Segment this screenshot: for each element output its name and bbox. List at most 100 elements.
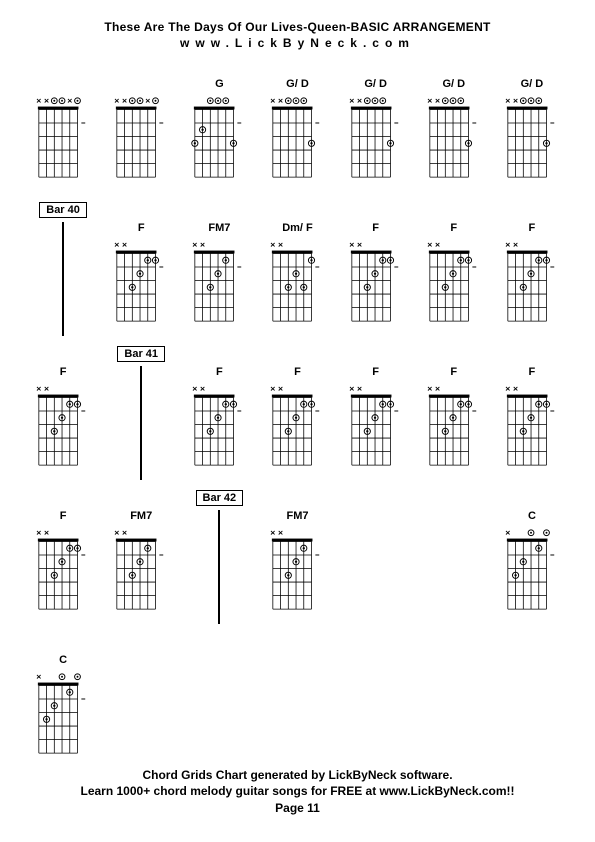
bar-label: Bar 41 [117,346,165,362]
chord-diagram: ×× [190,382,248,484]
chord-label: FM7 [208,222,230,236]
svg-text:×: × [505,528,510,538]
chord-diagram: ×× [34,382,92,484]
chord-label: F [450,222,457,236]
svg-text:×: × [271,384,276,394]
chord-cell: F×× [343,202,409,340]
chord-cell: FM7×× [108,490,174,628]
chord-diagram: ×× [190,238,248,340]
chord-label: C [59,654,67,668]
chord-cell: G [186,58,252,196]
svg-text:×: × [505,96,510,106]
chord-label: F [529,222,536,236]
chord-label: F [60,366,67,380]
chord-cell: F ×× [264,346,330,484]
chord-cell: Dm/ F ×× [264,202,330,340]
footer-line-1: Chord Grids Chart generated by LickByNec… [0,767,595,784]
chord-cell: C× [30,634,96,772]
svg-text:×: × [513,384,518,394]
chord-diagram: ×× [112,238,170,340]
svg-text:×: × [115,528,120,538]
chord-label: F [60,510,67,524]
svg-text:×: × [193,384,198,394]
svg-text:×: × [505,384,510,394]
page-footer: Chord Grids Chart generated by LickByNec… [0,767,595,817]
bar-divider [218,510,220,624]
svg-text:×: × [513,96,518,106]
svg-text:×: × [36,672,41,682]
bar-divider [140,366,142,480]
svg-text:×: × [349,384,354,394]
svg-text:×: × [36,384,41,394]
chord-label: G/ D [442,78,465,92]
svg-text:×: × [279,96,284,106]
svg-text:×: × [67,96,72,106]
chord-label: F [294,366,301,380]
chord-diagram: ×× [347,382,405,484]
chord-cell: F×× [343,346,409,484]
svg-text:×: × [271,528,276,538]
chord-label: FM7 [286,510,308,524]
chord-label: G/ D [364,78,387,92]
svg-text:×: × [279,528,284,538]
svg-text:×: × [271,96,276,106]
chord-cell: FM7 ×× [186,202,252,340]
chord-cell: G/ D×× [264,58,330,196]
svg-text:×: × [115,96,120,106]
chord-label: C [528,510,536,524]
site-subtitle: www.LickByNeck.com [30,36,565,50]
chord-diagram: ×× [268,382,326,484]
chord-diagram: ×× [347,94,405,196]
footer-page: Page 11 [0,800,595,817]
chord-cell: Bar 41 [108,346,174,484]
chord-cell: C× [499,490,565,628]
chord-diagram: ×× [425,238,483,340]
svg-text:×: × [36,528,41,538]
chord-diagram: ×× [503,94,561,196]
chord-cell: F ×× [499,202,565,340]
chord-cell: F ×× [421,202,487,340]
chord-label: G [215,78,224,92]
svg-text:×: × [349,96,354,106]
empty-cell [421,490,487,628]
chord-grid: ××××××GG/ D××G/ D××G/ D××G/ D××Bar 40F××… [30,58,565,772]
svg-text:×: × [279,384,284,394]
chord-diagram: ×× [268,526,326,628]
svg-text:×: × [44,96,49,106]
svg-text:×: × [145,96,150,106]
svg-text:×: × [279,240,284,250]
svg-text:×: × [36,96,41,106]
chord-diagram: ××× [112,94,170,196]
empty-cell [343,490,409,628]
svg-text:×: × [435,384,440,394]
chord-label: F [450,366,457,380]
svg-text:×: × [200,384,205,394]
chord-diagram: × [34,670,92,772]
chord-cell: ××× [108,58,174,196]
svg-text:×: × [271,240,276,250]
song-title: These Are The Days Of Our Lives-Queen-BA… [30,20,565,34]
chord-label: Dm/ F [282,222,313,236]
chord-cell: G/ D×× [499,58,565,196]
chord-label: FM7 [130,510,152,524]
svg-text:×: × [122,96,127,106]
bar-label: Bar 40 [39,202,87,218]
chord-label: F [529,366,536,380]
chord-label: F [372,222,379,236]
chord-diagram: ×× [425,94,483,196]
bar-label: Bar 42 [196,490,244,506]
chord-diagram: ×× [503,238,561,340]
svg-text:×: × [349,240,354,250]
svg-text:×: × [427,96,432,106]
svg-text:×: × [435,240,440,250]
svg-text:×: × [122,528,127,538]
chord-cell: F ×× [499,346,565,484]
chord-cell: G/ D ×× [343,58,409,196]
chord-label: F [216,366,223,380]
chord-cell: F×× [421,346,487,484]
chord-diagram: ××× [34,94,92,196]
svg-text:×: × [44,528,49,538]
chord-diagram: ×× [268,238,326,340]
chord-cell: F×× [108,202,174,340]
svg-text:×: × [44,384,49,394]
